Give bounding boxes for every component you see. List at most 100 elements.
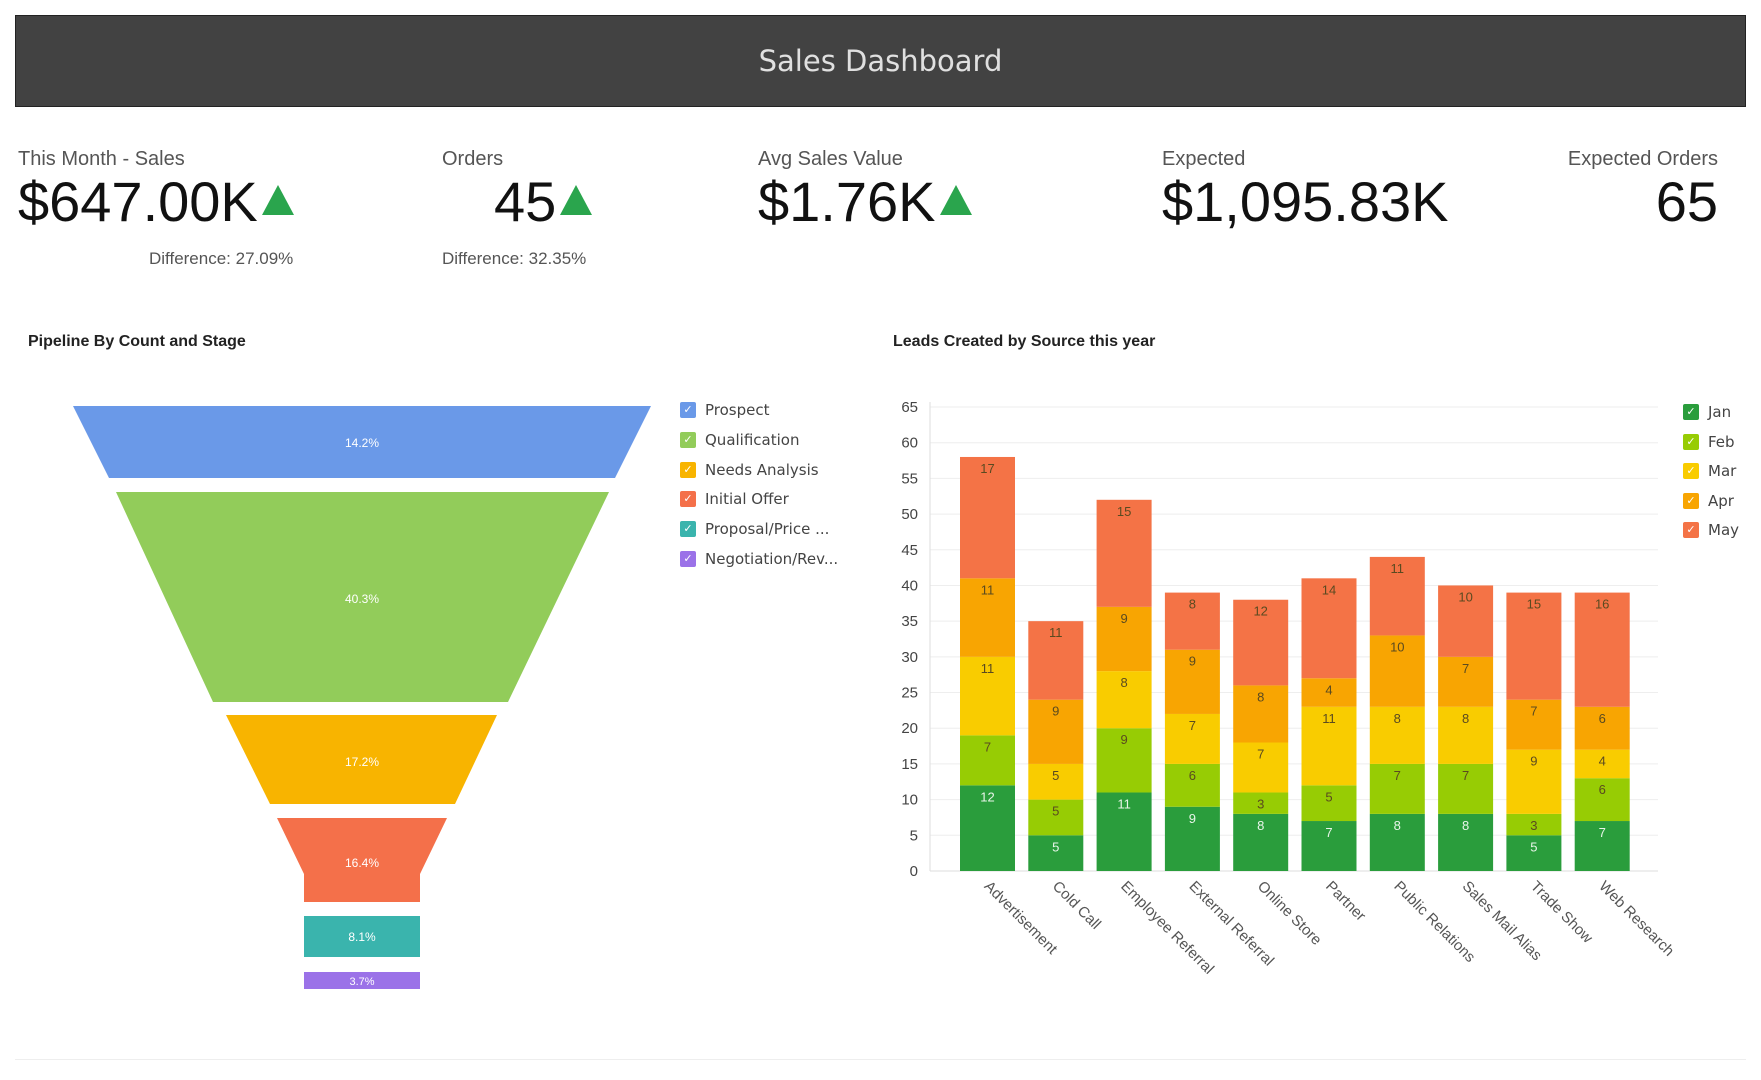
bar-segment-jan[interactable] [1301, 821, 1357, 871]
bar-segment-mar[interactable] [1028, 763, 1084, 800]
y-tick-label: 40 [901, 577, 918, 594]
kpi-expected-orders-value: 65 [1655, 170, 1718, 233]
y-tick-label: 0 [910, 863, 918, 880]
bar-segment-jan[interactable] [1506, 835, 1562, 871]
checkbox-icon[interactable]: ✓ [1683, 522, 1699, 539]
bar-data-label: 11 [1322, 711, 1336, 726]
bar-segment-apr[interactable] [1301, 678, 1357, 707]
checkbox-icon[interactable]: ✓ [680, 551, 696, 567]
checkbox-icon[interactable]: ✓ [1683, 463, 1699, 480]
funnel-legend-item[interactable]: ✓ Needs Analysis [680, 461, 819, 479]
bar-segment-feb[interactable] [1369, 763, 1425, 814]
bar-data-label: 5 [1325, 789, 1332, 804]
bar-segment-feb[interactable] [960, 735, 1015, 786]
bar-segment-may[interactable] [1028, 621, 1084, 700]
bar-legend-item[interactable]: ✓ Mar [1683, 462, 1736, 480]
bar-segment-apr[interactable] [1096, 606, 1152, 672]
bar-segment-feb[interactable] [1438, 763, 1494, 814]
bar-segment-feb[interactable] [1096, 728, 1152, 793]
funnel-legend-item[interactable]: ✓ Negotiation/Rev... [680, 550, 838, 568]
bar-segment-mar[interactable] [1096, 671, 1152, 729]
bar-segment-may[interactable] [1574, 592, 1630, 707]
bar-segment-mar[interactable] [1301, 706, 1357, 786]
bar-segment-feb[interactable] [1301, 785, 1357, 822]
funnel-stage-initial-offer[interactable]: 16.4% [277, 818, 447, 902]
bar-legend-item[interactable]: ✓ Apr [1683, 492, 1734, 510]
y-tick-label: 35 [901, 613, 918, 630]
bar-segment-may[interactable] [1233, 599, 1289, 686]
bar-segment-mar[interactable] [1438, 706, 1494, 764]
bar-segment-jan[interactable] [1369, 813, 1425, 871]
checkbox-icon[interactable]: ✓ [1683, 492, 1699, 509]
legend-label: Feb [1708, 432, 1735, 451]
bar-segment-jan[interactable] [1438, 813, 1494, 871]
y-tick-label: 10 [901, 792, 918, 809]
bar-segment-may[interactable] [1506, 592, 1562, 700]
bar-segment-feb[interactable] [1506, 813, 1562, 836]
bar-data-label: 11 [1117, 796, 1131, 811]
bar-data-label: 3 [1530, 818, 1537, 833]
bar-segment-apr[interactable] [1369, 635, 1425, 707]
funnel-label: 8.1% [348, 930, 376, 944]
bar-segment-apr[interactable] [1028, 699, 1084, 764]
bar-segment-feb[interactable] [1574, 778, 1630, 822]
bar-segment-may[interactable] [1096, 499, 1152, 607]
bar-segment-jan[interactable] [1096, 792, 1152, 871]
bar-segment-mar[interactable] [1506, 749, 1562, 814]
bar-data-label: 7 [1394, 768, 1401, 783]
funnel-legend-item[interactable]: ✓ Qualification [680, 431, 799, 449]
checkbox-icon[interactable]: ✓ [680, 431, 696, 448]
bar-segment-feb[interactable] [1233, 792, 1289, 814]
bar-data-label: 6 [1599, 782, 1606, 797]
bar-data-label: 7 [1530, 704, 1537, 719]
checkbox-icon[interactable]: ✓ [680, 461, 696, 478]
funnel-legend-item[interactable]: ✓ Proposal/Price ... [680, 520, 829, 538]
funnel-stage-prospect[interactable]: 14.2% [73, 406, 651, 478]
funnel-stage-negotiation[interactable]: 3.7% [304, 972, 420, 989]
funnel-legend-item[interactable]: ✓ Prospect [680, 401, 770, 419]
bar-legend-item[interactable]: ✓ May [1683, 521, 1739, 539]
bar-legend-item[interactable]: ✓ Jan [1683, 403, 1731, 421]
bar-segment-may[interactable] [1369, 556, 1425, 636]
bar-segment-mar[interactable] [1164, 713, 1220, 764]
bar-segment-apr[interactable] [1233, 685, 1289, 743]
funnel-stage-proposal[interactable]: 8.1% [304, 916, 420, 957]
bar-segment-jan[interactable] [960, 785, 1015, 871]
bar-segment-may[interactable] [1164, 592, 1220, 650]
checkbox-icon[interactable]: ✓ [680, 491, 696, 508]
bar-segment-jan[interactable] [1028, 835, 1084, 871]
bar-segment-mar[interactable] [1574, 749, 1630, 779]
trend-up-icon [939, 185, 972, 215]
funnel-legend-item[interactable]: ✓ Initial Offer [680, 490, 789, 508]
checkbox-icon[interactable]: ✓ [1683, 433, 1699, 450]
bar-segment-jan[interactable] [1233, 813, 1289, 871]
bar-data-label: 9 [1120, 732, 1127, 747]
bar-segment-may[interactable] [1301, 578, 1357, 679]
kpi-expected-value: $1,095.83K [1162, 170, 1449, 233]
bar-segment-apr[interactable] [1164, 649, 1220, 714]
dashboard-header: Sales Dashboard [15, 15, 1746, 107]
funnel-stage-qualification[interactable]: 40.3% [116, 492, 609, 702]
bar-segment-apr[interactable] [960, 578, 1015, 657]
checkbox-icon[interactable]: ✓ [680, 521, 696, 538]
bar-segment-jan[interactable] [1164, 806, 1220, 871]
bar-segment-feb[interactable] [1028, 799, 1084, 836]
checkbox-icon[interactable]: ✓ [680, 402, 696, 418]
bar-segment-mar[interactable] [1233, 742, 1289, 793]
bar-segment-apr[interactable] [1574, 706, 1630, 750]
kpi-avg-label: Avg Sales Value [758, 148, 903, 170]
bar-segment-mar[interactable] [960, 656, 1015, 736]
bar-segment-feb[interactable] [1164, 763, 1220, 807]
dashboard-title: Sales Dashboard [758, 44, 1003, 78]
bar-segment-apr[interactable] [1438, 656, 1494, 707]
bar-segment-apr[interactable] [1506, 699, 1562, 750]
bar-segment-may[interactable] [960, 456, 1015, 579]
bar-segment-mar[interactable] [1369, 706, 1425, 764]
y-tick-label: 5 [910, 827, 918, 844]
kpi-orders-label: Orders [442, 148, 504, 170]
checkbox-icon[interactable]: ✓ [1683, 404, 1699, 420]
bar-segment-jan[interactable] [1574, 821, 1630, 871]
bar-legend-item[interactable]: ✓ Feb [1683, 433, 1735, 451]
funnel-stage-needs-analysis[interactable]: 17.2% [226, 715, 497, 804]
bar-segment-may[interactable] [1438, 585, 1494, 657]
